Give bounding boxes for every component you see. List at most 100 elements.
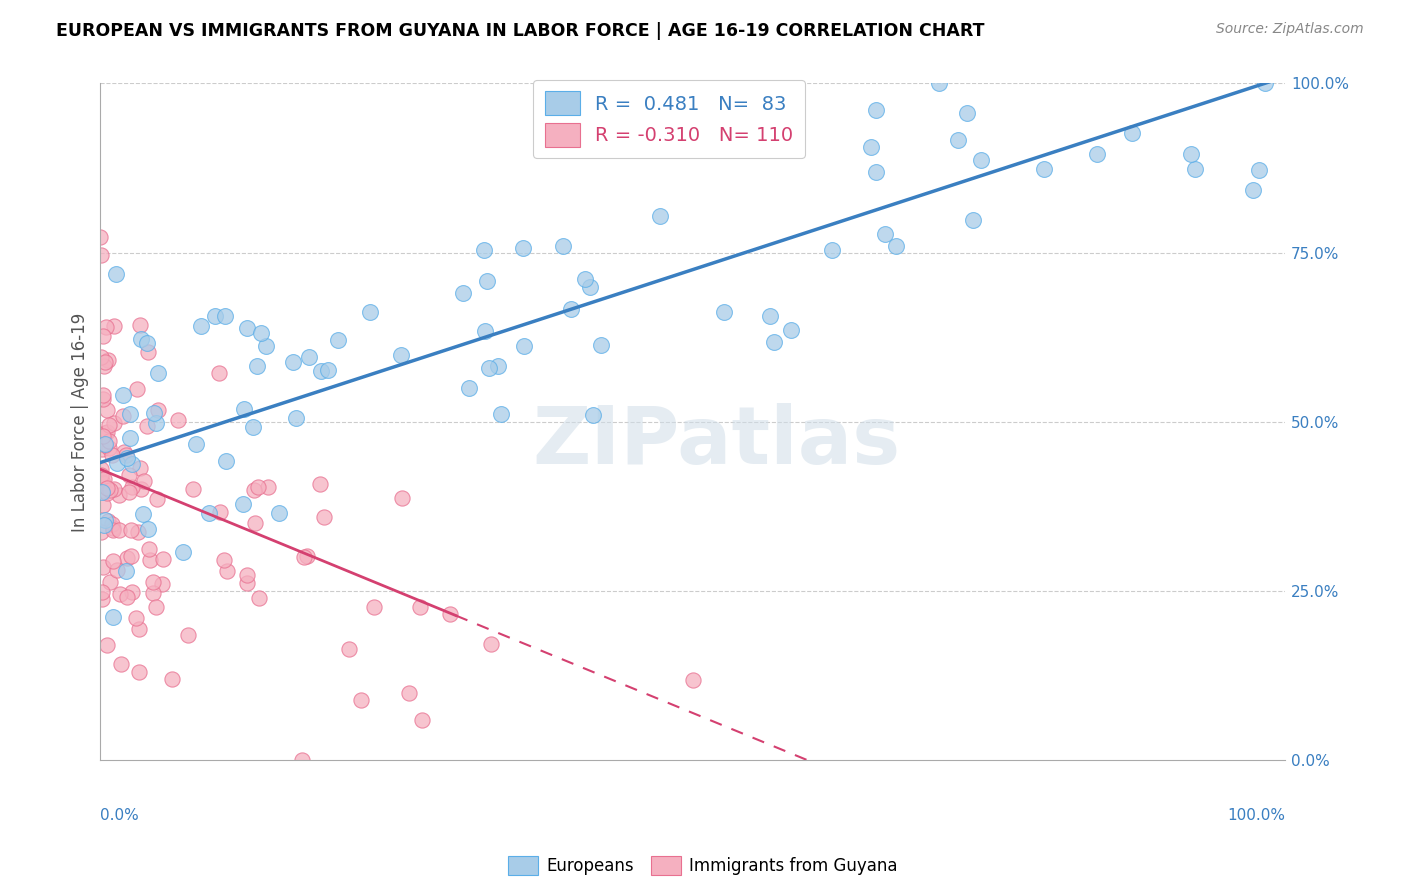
- Point: [1184, 162, 1206, 177]
- Point: [101, 521, 124, 535]
- Point: [232, 497, 254, 511]
- Point: [928, 77, 950, 91]
- Point: [107, 456, 129, 470]
- Point: [886, 239, 908, 253]
- Point: [197, 506, 219, 520]
- Text: Source: ZipAtlas.com: Source: ZipAtlas.com: [1216, 22, 1364, 37]
- Point: [98, 483, 121, 497]
- Legend: Europeans, Immigrants from Guyana: Europeans, Immigrants from Guyana: [501, 847, 905, 884]
- Point: [682, 673, 704, 688]
- Point: [94, 425, 117, 440]
- Point: [98, 417, 121, 432]
- Point: [90, 524, 112, 539]
- Point: [128, 460, 150, 475]
- Point: [236, 320, 259, 334]
- Point: [190, 319, 212, 334]
- Point: [859, 140, 882, 154]
- Point: [1247, 163, 1270, 178]
- Point: [136, 522, 159, 536]
- Point: [108, 587, 131, 601]
- Point: [111, 409, 134, 423]
- Point: [713, 304, 735, 318]
- Point: [762, 335, 785, 350]
- Point: [105, 563, 128, 577]
- Point: [121, 480, 143, 494]
- Point: [115, 564, 138, 578]
- Point: [1180, 146, 1202, 161]
- Point: [759, 310, 782, 324]
- Point: [478, 360, 501, 375]
- Point: [1032, 161, 1054, 176]
- Point: [1253, 77, 1275, 91]
- Point: [115, 550, 138, 565]
- Point: [295, 549, 318, 563]
- Point: [96, 486, 118, 500]
- Point: [285, 410, 308, 425]
- Point: [135, 335, 157, 350]
- Point: [98, 575, 121, 590]
- Point: [291, 753, 314, 767]
- Point: [512, 339, 534, 353]
- Point: [142, 575, 165, 590]
- Point: [233, 401, 256, 416]
- Point: [391, 348, 413, 362]
- Point: [474, 325, 496, 339]
- Point: [115, 448, 138, 462]
- Point: [254, 339, 277, 353]
- Point: [91, 584, 114, 599]
- Point: [391, 491, 413, 506]
- Point: [326, 333, 349, 347]
- Point: [956, 106, 979, 120]
- Point: [91, 498, 114, 512]
- Point: [103, 416, 125, 430]
- Point: [207, 367, 229, 381]
- Point: [132, 507, 155, 521]
- Point: [110, 657, 132, 671]
- Point: [309, 477, 332, 491]
- Point: [101, 523, 124, 537]
- Point: [398, 686, 420, 700]
- Point: [90, 468, 112, 483]
- Point: [91, 388, 114, 402]
- Legend: R =  0.481   N=  83, R = -0.310   N= 110: R = 0.481 N= 83, R = -0.310 N= 110: [533, 79, 806, 158]
- Point: [125, 382, 148, 396]
- Point: [91, 483, 114, 497]
- Point: [489, 407, 512, 421]
- Point: [136, 345, 159, 359]
- Point: [574, 272, 596, 286]
- Point: [245, 516, 267, 530]
- Point: [90, 350, 112, 364]
- Point: [96, 481, 118, 495]
- Point: [91, 592, 114, 607]
- Point: [93, 475, 115, 490]
- Point: [89, 230, 111, 244]
- Point: [118, 407, 141, 421]
- Text: EUROPEAN VS IMMIGRANTS FROM GUYANA IN LABOR FORCE | AGE 16-19 CORRELATION CHART: EUROPEAN VS IMMIGRANTS FROM GUYANA IN LA…: [56, 22, 984, 40]
- Point: [350, 693, 373, 707]
- Point: [209, 505, 232, 519]
- Point: [129, 332, 152, 346]
- Point: [93, 359, 115, 374]
- Point: [128, 622, 150, 636]
- Point: [247, 591, 270, 606]
- Point: [96, 403, 118, 417]
- Point: [1121, 127, 1143, 141]
- Text: 100.0%: 100.0%: [1227, 808, 1285, 822]
- Point: [150, 577, 173, 591]
- Point: [139, 553, 162, 567]
- Point: [297, 350, 319, 364]
- Point: [121, 585, 143, 599]
- Point: [93, 472, 115, 486]
- Point: [105, 267, 128, 281]
- Point: [134, 475, 156, 489]
- Point: [145, 600, 167, 615]
- Point: [146, 492, 169, 507]
- Point: [115, 451, 138, 466]
- Point: [100, 516, 122, 531]
- Point: [93, 392, 115, 406]
- Point: [242, 420, 264, 434]
- Point: [101, 449, 124, 463]
- Point: [103, 482, 125, 496]
- Point: [873, 227, 896, 241]
- Point: [250, 326, 273, 340]
